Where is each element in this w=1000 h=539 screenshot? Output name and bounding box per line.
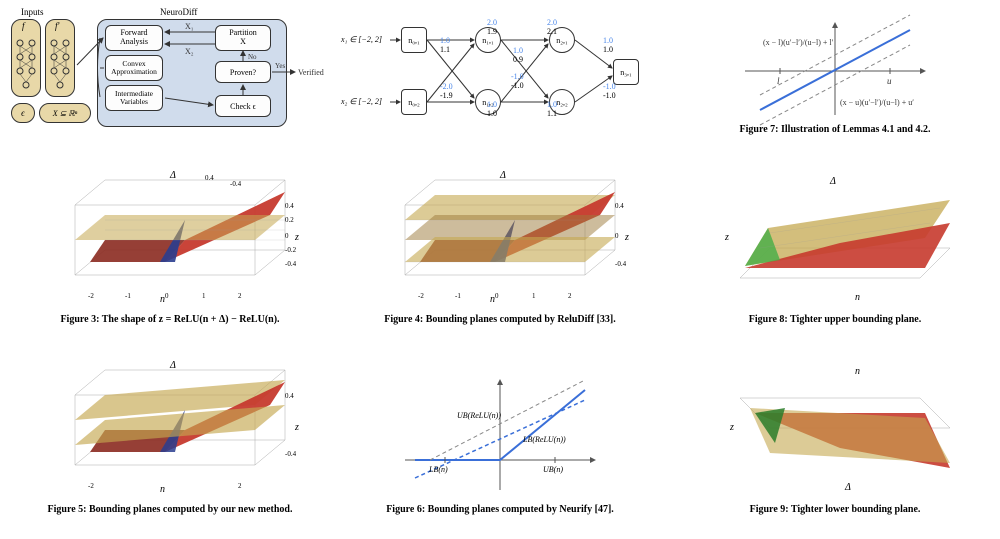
weight-blue: 1.0 [513,46,523,55]
weight-black: 1.1 [547,109,557,118]
flowchart-arrows: X₁ X₂ No Yes Verified [5,5,335,135]
lb-n-label: LB(n) [428,465,448,474]
svg-text:2: 2 [568,292,572,300]
weight-blue: -1.0 [603,82,616,91]
fig4-plot: Δ n z -2-1012 0.40-0.4 [360,170,640,310]
weight-blue: 1.0 [440,36,450,45]
svg-text:2: 2 [238,482,242,490]
weight-blue: 1.0 [603,36,613,45]
svg-text:-0.2: -0.2 [285,246,297,254]
weight-black: 1.0 [603,45,613,54]
weight-black: -1.0 [511,81,524,90]
fig9-caption: Figure 9: Tighter lower bounding plane. [750,504,921,515]
svg-text:0: 0 [615,232,619,240]
svg-text:z: z [624,232,629,243]
fig7-caption: Figure 7: Illustration of Lemmas 4.1 and… [740,124,931,135]
fig8-plot: Δ n z [695,170,975,310]
fig6-plot: UB(ReLU(n)) LB(ReLU(n)) LB(n) UB(n) [385,370,615,500]
ub-n-label: UB(n) [543,465,563,474]
fig8-caption: Figure 8: Tighter upper bounding plane. [749,314,921,325]
svg-text:-2: -2 [88,482,94,490]
svg-text:Yes: Yes [275,62,285,70]
svg-text:n: n [160,484,165,495]
weight-blue: -2.0 [440,82,453,91]
fig4-caption: Figure 4: Bounding planes computed by Re… [384,314,616,325]
svg-text:LB(ReLU(n)): LB(ReLU(n)) [522,435,566,444]
weight-blue: -1.0 [511,72,524,81]
svg-text:0.4: 0.4 [205,174,214,182]
svg-text:(x − u)(u′−l′)/(u−l) + u′: (x − u)(u′−l′)/(u−l) + u′ [840,98,914,107]
neural-network-diagram: x₁ ∈ [−2, 2] x₂ ∈ [−2, 2] n₀,₁ n₀,₂ n₁,₁… [335,5,665,135]
svg-text:z: z [729,422,734,433]
weight-black: 1.1 [440,45,450,54]
svg-text:-1: -1 [455,292,461,300]
svg-text:Verified: Verified [298,68,324,77]
svg-text:UB(ReLU(n)): UB(ReLU(n)) [457,411,501,420]
svg-text:0: 0 [495,292,499,300]
fig6-caption: Figure 6: Bounding planes computed by Ne… [386,504,614,515]
svg-text:0.4: 0.4 [285,392,294,400]
fig7-plot: l u (x − l)(u′−l′)/(u−l) + l′ (x − u)(u′… [725,15,945,120]
svg-text:-0.4: -0.4 [230,180,242,188]
svg-text:1: 1 [532,292,536,300]
fig5-caption: Figure 5: Bounding planes computed by ou… [48,504,293,515]
svg-text:Δ: Δ [169,360,176,371]
svg-text:-2: -2 [418,292,424,300]
svg-text:u: u [887,76,892,86]
svg-text:Δ: Δ [169,170,176,181]
svg-text:0.4: 0.4 [615,202,624,210]
weight-black: 1.0 [487,109,497,118]
weight-black: -1.0 [603,91,616,100]
svg-text:Δ: Δ [829,176,836,187]
svg-text:0.4: 0.4 [285,202,294,210]
svg-text:0.2: 0.2 [285,216,294,224]
svg-text:(x − l)(u′−l′)/(u−l) + l′: (x − l)(u′−l′)/(u−l) + l′ [763,38,834,47]
weight-black: 0.9 [513,55,523,64]
weight-blue: 2.0 [487,18,497,27]
svg-text:-2: -2 [88,292,94,300]
svg-text:Δ: Δ [499,170,506,181]
svg-text:2: 2 [238,292,242,300]
svg-text:X₁: X₁ [185,22,194,31]
fig5-plot: Δ n z -2 2 0.4 -0.4 [30,360,310,500]
svg-text:n: n [855,292,860,303]
fig3-plot: Δ n z -2-1012 0.40.20-0.2-0.4 0.4-0.4 [30,170,310,310]
fig9-plot: n z Δ [695,360,975,500]
svg-text:X₂: X₂ [185,47,194,56]
svg-text:n: n [855,366,860,377]
neurodiff-flowchart: Inputs NeuroDiff f f′ [5,5,335,135]
svg-text:0: 0 [285,232,289,240]
svg-text:1: 1 [202,292,206,300]
weight-blue: 2.0 [547,18,557,27]
svg-text:-1: -1 [125,292,131,300]
weight-blue: 1.0 [487,100,497,109]
svg-text:0: 0 [165,292,169,300]
fig3-caption: Figure 3: The shape of z = ReLU(n + Δ) −… [60,314,279,325]
weight-black: -1.9 [440,91,453,100]
svg-text:z: z [294,232,299,243]
weight-black: 1.9 [487,27,497,36]
svg-text:z: z [724,232,729,243]
weight-black: 2.1 [547,27,557,36]
svg-text:-0.4: -0.4 [285,260,297,268]
svg-text:-0.4: -0.4 [615,260,627,268]
svg-text:Δ: Δ [844,482,851,493]
svg-text:-0.4: -0.4 [285,450,297,458]
weight-blue: 1.0 [547,100,557,109]
nn-edges [335,5,665,135]
svg-text:z: z [294,422,299,433]
svg-text:No: No [248,53,257,61]
